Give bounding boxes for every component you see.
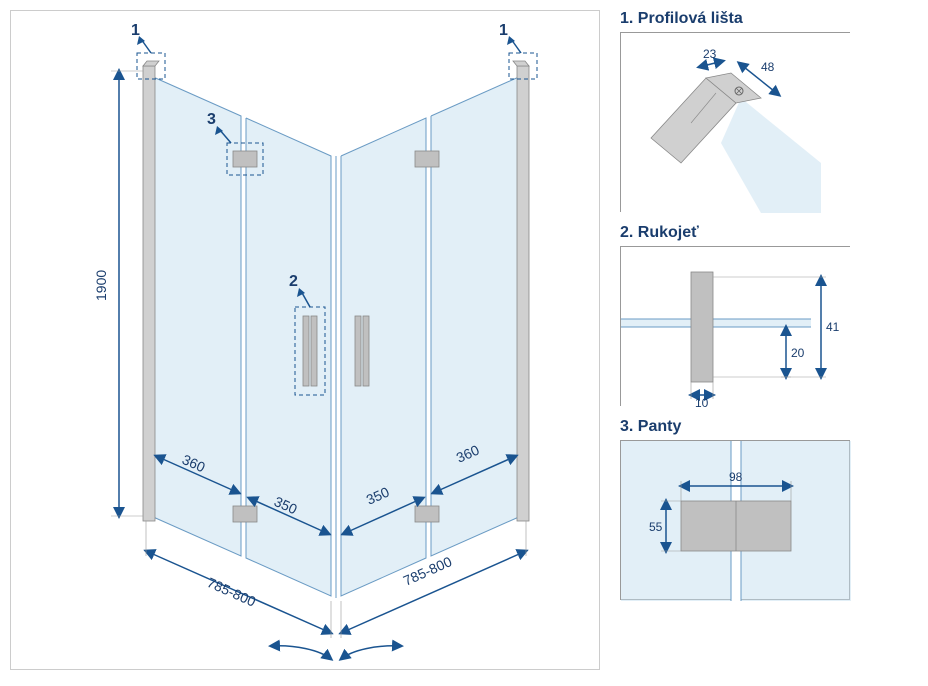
detail-panels: 1. Profilová lišta 23 <box>620 10 910 670</box>
callout-1-left: 1 <box>131 22 140 39</box>
d2-dim-h2: 41 <box>826 320 840 334</box>
detail-1: 1. Profilová lišta 23 <box>620 10 910 212</box>
callout-2: 2 <box>289 273 298 290</box>
d2-dim-w: 10 <box>695 396 709 407</box>
d3-dim-w: 98 <box>729 470 743 484</box>
callout-3: 3 <box>207 111 216 128</box>
detail-2: 2. Rukojeť 10 <box>620 224 910 406</box>
detail-3: 3. Panty 98 <box>620 418 910 600</box>
dim-height: 1900 <box>93 270 109 301</box>
d1-dim-a: 23 <box>703 47 717 61</box>
callout-1-right: 1 <box>499 22 508 39</box>
detail-2-title: 2. Rukojeť <box>620 224 910 242</box>
main-diagram: 1 1 3 2 1900 360 <box>10 10 600 670</box>
d1-dim-b: 48 <box>761 60 775 74</box>
d3-dim-h: 55 <box>649 520 663 534</box>
diagram-container: 1 1 3 2 1900 360 <box>10 10 918 670</box>
d2-dim-h1: 20 <box>791 346 805 360</box>
dim-width-left: 785-800 <box>205 574 259 610</box>
detail-3-title: 3. Panty <box>620 418 910 436</box>
detail-1-title: 1. Profilová lišta <box>620 10 910 28</box>
